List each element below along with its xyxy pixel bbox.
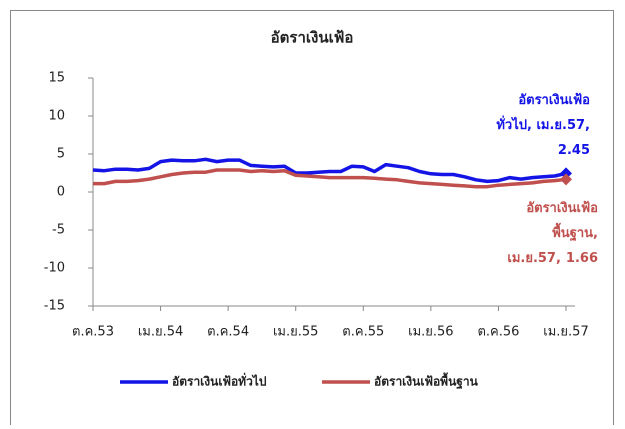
- y-tick-label: -5: [52, 223, 65, 238]
- data-label-line: ทั่วไป, เม.ย.57,: [496, 115, 590, 133]
- x-tick-label: ต.ค.54: [207, 325, 249, 340]
- x-tick-label: เม.ย.57: [543, 325, 588, 340]
- x-tick-label: ต.ค.53: [72, 325, 114, 340]
- legend-label: อัตราเงินเฟ้อทั่วไป: [172, 373, 267, 389]
- data-label: อัตราเงินเฟ้อทั่วไป, เม.ย.57, 2.45: [496, 92, 590, 158]
- y-tick-label: 5: [57, 147, 65, 162]
- data-label-line: อัตราเงินเฟ้อ: [526, 200, 598, 216]
- data-label-value: 2.45: [558, 143, 590, 158]
- y-tick-label: 10: [48, 109, 65, 124]
- x-tick-label: ต.ค.55: [342, 325, 384, 340]
- y-tick-label: -15: [44, 299, 65, 314]
- end-marker: [560, 167, 572, 180]
- y-tick-label: 15: [48, 71, 65, 86]
- data-label: อัตราเงินเฟ้อพื้นฐาน, เม.ย.57, 1.66: [507, 200, 598, 266]
- x-tick-label: เม.ย.54: [138, 325, 183, 340]
- data-label-line: อัตราเงินเฟ้อ: [518, 92, 590, 108]
- data-label-value: 1.66: [566, 251, 598, 266]
- chart-frame: [10, 10, 614, 429]
- x-tick-label: เม.ย.56: [408, 325, 453, 340]
- series-line: [92, 157, 567, 184]
- x-tick-label: เม.ย.55: [273, 325, 318, 340]
- y-tick-label: -10: [44, 261, 65, 276]
- y-tick-label: 0: [57, 185, 65, 200]
- data-label-line: พื้นฐาน,: [552, 222, 598, 242]
- legend-label: อัตราเงินเฟ้อพื้นฐาน: [374, 372, 479, 390]
- series-line: [93, 168, 567, 189]
- end-marker: [560, 173, 572, 186]
- data-label-line: เม.ย.57,: [507, 251, 561, 266]
- x-tick-label: ต.ค.56: [477, 325, 519, 340]
- chart-title: อัตราเงินเฟ้อ: [271, 29, 354, 47]
